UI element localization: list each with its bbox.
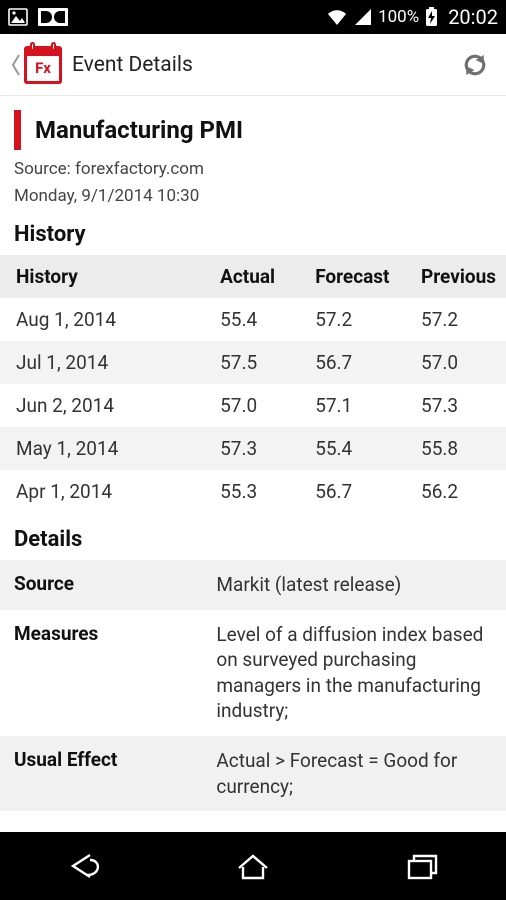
accent-bar xyxy=(14,110,21,150)
cell-actual: 57.3 xyxy=(204,427,299,470)
details-row: Measures Level of a diffusion index base… xyxy=(0,610,506,737)
nav-home-button[interactable] xyxy=(208,839,298,893)
event-title: Manufacturing PMI xyxy=(35,116,243,144)
cell-signal-icon xyxy=(354,8,372,26)
details-key: Usual Effect xyxy=(0,736,202,811)
table-row: Jul 1, 2014 57.5 56.7 57.0 xyxy=(0,341,506,384)
cell-date: Jun 2, 2014 xyxy=(0,384,204,427)
cell-forecast: 55.4 xyxy=(299,427,405,470)
battery-percent: 100% xyxy=(378,7,419,27)
cell-actual: 57.5 xyxy=(204,341,299,384)
cell-forecast: 57.1 xyxy=(299,384,405,427)
event-datetime: Monday, 9/1/2014 10:30 xyxy=(14,185,492,208)
table-row: Apr 1, 2014 55.3 56.7 56.2 xyxy=(0,470,506,513)
android-nav-bar xyxy=(0,832,506,900)
event-title-block: Manufacturing PMI xyxy=(14,110,492,150)
cell-date: Apr 1, 2014 xyxy=(0,470,204,513)
cell-actual: 55.3 xyxy=(204,470,299,513)
wifi-icon xyxy=(326,8,348,26)
cell-actual: 55.4 xyxy=(204,298,299,341)
col-actual: Actual xyxy=(204,255,299,298)
status-right: 100% 20:02 xyxy=(326,5,498,29)
table-row: Aug 1, 2014 55.4 57.2 57.2 xyxy=(0,298,506,341)
refresh-button[interactable] xyxy=(454,44,496,86)
details-value: Level of a diffusion index based on surv… xyxy=(202,610,506,737)
cell-forecast: 57.2 xyxy=(299,298,405,341)
details-heading: Details xyxy=(14,527,492,552)
col-forecast: Forecast xyxy=(299,255,405,298)
event-source: Source: forexfactory.com xyxy=(14,158,492,181)
col-previous: Previous xyxy=(405,255,506,298)
dolby-icon xyxy=(38,8,68,26)
details-row: Source Markit (latest release) xyxy=(0,560,506,610)
cell-forecast: 56.7 xyxy=(299,470,405,513)
battery-charging-icon xyxy=(425,7,438,27)
cell-previous: 55.8 xyxy=(405,427,506,470)
table-row: Jun 2, 2014 57.0 57.1 57.3 xyxy=(0,384,506,427)
cell-date: May 1, 2014 xyxy=(0,427,204,470)
history-table: History Actual Forecast Previous Aug 1, … xyxy=(0,255,506,513)
clock: 20:02 xyxy=(448,5,498,29)
nav-back-button[interactable] xyxy=(39,839,129,893)
details-key: Measures xyxy=(0,610,202,737)
cell-actual: 57.0 xyxy=(204,384,299,427)
cell-date: Aug 1, 2014 xyxy=(0,298,204,341)
cell-date: Jul 1, 2014 xyxy=(0,341,204,384)
details-row: Usual Effect Actual > Forecast = Good fo… xyxy=(0,736,506,811)
screen: 100% 20:02 Fx Event Details Manufacturin… xyxy=(0,0,506,900)
cell-forecast: 56.7 xyxy=(299,341,405,384)
details-value: Markit (latest release) xyxy=(202,560,506,610)
col-history: History xyxy=(0,255,204,298)
app-logo: Fx xyxy=(24,46,62,84)
details-table: Source Markit (latest release) Measures … xyxy=(0,560,506,811)
cell-previous: 57.2 xyxy=(405,298,506,341)
back-button[interactable] xyxy=(10,51,24,79)
cell-previous: 57.0 xyxy=(405,341,506,384)
content[interactable]: Manufacturing PMI Source: forexfactory.c… xyxy=(0,96,506,832)
history-header-row: History Actual Forecast Previous xyxy=(0,255,506,298)
cell-previous: 57.3 xyxy=(405,384,506,427)
details-value: Actual > Forecast = Good for currency; xyxy=(202,736,506,811)
page-title: Event Details xyxy=(72,53,454,77)
image-icon xyxy=(8,8,28,26)
status-bar: 100% 20:02 xyxy=(0,0,506,34)
details-key: Source xyxy=(0,560,202,610)
cell-previous: 56.2 xyxy=(405,470,506,513)
nav-recent-button[interactable] xyxy=(377,839,467,893)
app-bar: Fx Event Details xyxy=(0,34,506,96)
history-heading: History xyxy=(14,222,492,247)
table-row: May 1, 2014 57.3 55.4 55.8 xyxy=(0,427,506,470)
status-left-icons xyxy=(8,8,68,26)
